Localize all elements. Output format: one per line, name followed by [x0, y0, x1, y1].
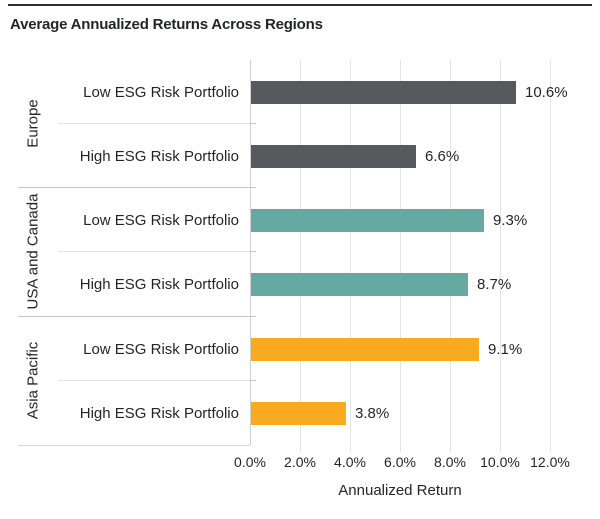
- separator-usa-asia: [18, 316, 250, 317]
- y-axis-line: [250, 60, 251, 445]
- axis-minor-tick: [250, 380, 256, 381]
- axis-minor-tick: [250, 123, 256, 124]
- value-label: 6.6%: [425, 147, 460, 165]
- value-label: 9.1%: [488, 340, 523, 358]
- gridline-12pct: [550, 60, 551, 452]
- gridline-10pct: [500, 60, 501, 452]
- axis-minor-tick: [250, 251, 256, 252]
- top-divider: [8, 4, 592, 6]
- bar-track: 8.7%: [251, 252, 511, 316]
- x-tick-2: 2.0%: [284, 454, 316, 470]
- bar-asia-low: [251, 337, 479, 361]
- bar-label: High ESG Risk Portfolio: [79, 404, 239, 422]
- bar-row-europe-high: High ESG Risk Portfolio 6.6%: [0, 124, 600, 188]
- bar-label: High ESG Risk Portfolio: [79, 275, 239, 293]
- bar-usa-high: [251, 272, 468, 296]
- bar-track: 10.6%: [251, 60, 568, 124]
- bar-label: High ESG Risk Portfolio: [79, 147, 239, 165]
- bar-track: 9.1%: [251, 317, 522, 381]
- x-tick-12: 12.0%: [530, 454, 570, 470]
- bar-row-asia-high: High ESG Risk Portfolio 3.8%: [0, 381, 600, 445]
- bar-asia-high: [251, 401, 346, 425]
- value-label: 3.8%: [355, 404, 390, 422]
- bar-row-asia-low: Low ESG Risk Portfolio 9.1%: [0, 317, 600, 381]
- bar-row-europe-low: Low ESG Risk Portfolio 10.6%: [0, 60, 600, 124]
- bar-row-usa-high: High ESG Risk Portfolio 8.7%: [0, 252, 600, 316]
- value-label: 9.3%: [493, 211, 528, 229]
- x-tick-0: 0.0%: [234, 454, 266, 470]
- separator-europe-rows: [58, 123, 250, 124]
- separator-usa-rows: [58, 251, 250, 252]
- gridline-2pct: [300, 60, 301, 452]
- bar-label: Low ESG Risk Portfolio: [83, 211, 239, 229]
- x-tick-8: 8.0%: [434, 454, 466, 470]
- value-label: 8.7%: [477, 275, 512, 293]
- bar-row-usa-low: Low ESG Risk Portfolio 9.3%: [0, 188, 600, 252]
- bar-europe-low: [251, 80, 516, 104]
- bar-track: 9.3%: [251, 188, 527, 252]
- x-axis-title: Annualized Return: [338, 482, 462, 499]
- plot-bottom-line: [18, 445, 250, 446]
- gridline-8pct: [450, 60, 451, 452]
- axis-minor-tick: [250, 187, 256, 188]
- axis-minor-tick: [250, 316, 256, 317]
- x-tick-10: 10.0%: [480, 454, 520, 470]
- bar-usa-low: [251, 208, 484, 232]
- separator-europe-usa: [18, 187, 250, 188]
- separator-asia-rows: [58, 380, 250, 381]
- bar-label: Low ESG Risk Portfolio: [83, 83, 239, 101]
- x-tick-6: 6.0%: [384, 454, 416, 470]
- bar-track: 6.6%: [251, 124, 459, 188]
- bar-track: 3.8%: [251, 381, 389, 445]
- value-label: 10.6%: [525, 83, 568, 101]
- bar-europe-high: [251, 144, 416, 168]
- chart-title: Average Annualized Returns Across Region…: [10, 16, 323, 33]
- gridline-6pct: [400, 60, 401, 452]
- bar-label: Low ESG Risk Portfolio: [83, 340, 239, 358]
- gridline-4pct: [350, 60, 351, 452]
- x-tick-4: 4.0%: [334, 454, 366, 470]
